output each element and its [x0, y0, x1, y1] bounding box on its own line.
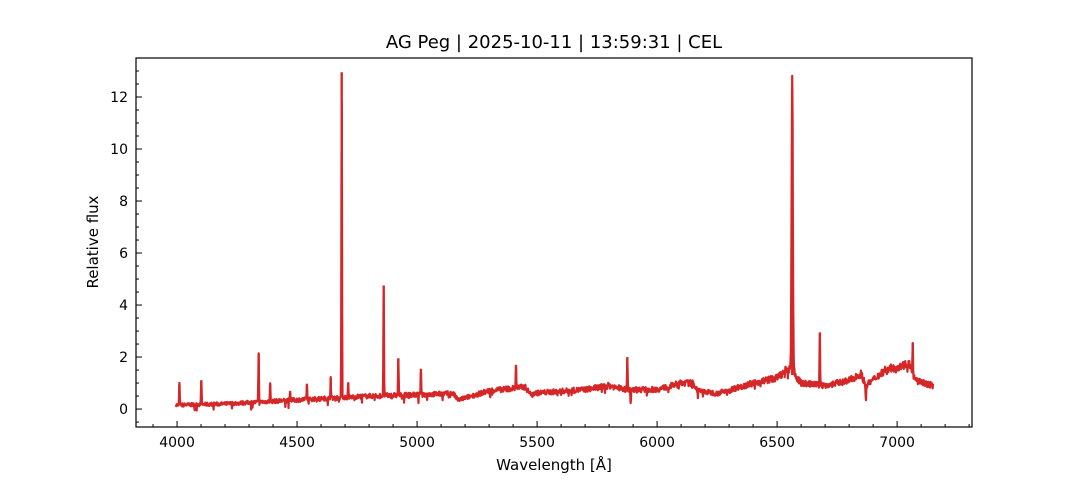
y-tick-label: 4	[119, 298, 128, 314]
y-tick-label: 6	[119, 246, 128, 262]
x-tick-label: 5500	[519, 435, 555, 451]
x-tick-label: 6500	[759, 435, 795, 451]
x-tick-label: 6000	[639, 435, 675, 451]
x-tick-label: 7000	[879, 435, 915, 451]
x-tick-label: 5000	[399, 435, 435, 451]
y-tick-label: 2	[119, 350, 128, 366]
x-axis-label: Wavelength [Å]	[496, 455, 612, 474]
axes-frame	[135, 57, 973, 428]
y-tick-label: 10	[110, 142, 128, 158]
y-axis-label: Relative flux	[84, 195, 102, 288]
x-tick-label: 4500	[279, 435, 315, 451]
plot-area	[174, 72, 935, 412]
y-tick-label: 8	[119, 194, 128, 210]
chart-title: AG Peg | 2025-10-11 | 13:59:31 | CEL	[386, 32, 722, 53]
y-tick-label: 0	[119, 402, 128, 418]
spectrum-line	[174, 74, 935, 412]
y-tick-label: 12	[110, 90, 128, 106]
axis-ticks: 4000 4500 5000 5500 6000 6500 7000 0 2 4 6 8 10 12	[110, 57, 970, 451]
x-tick-label: 4000	[159, 435, 195, 451]
